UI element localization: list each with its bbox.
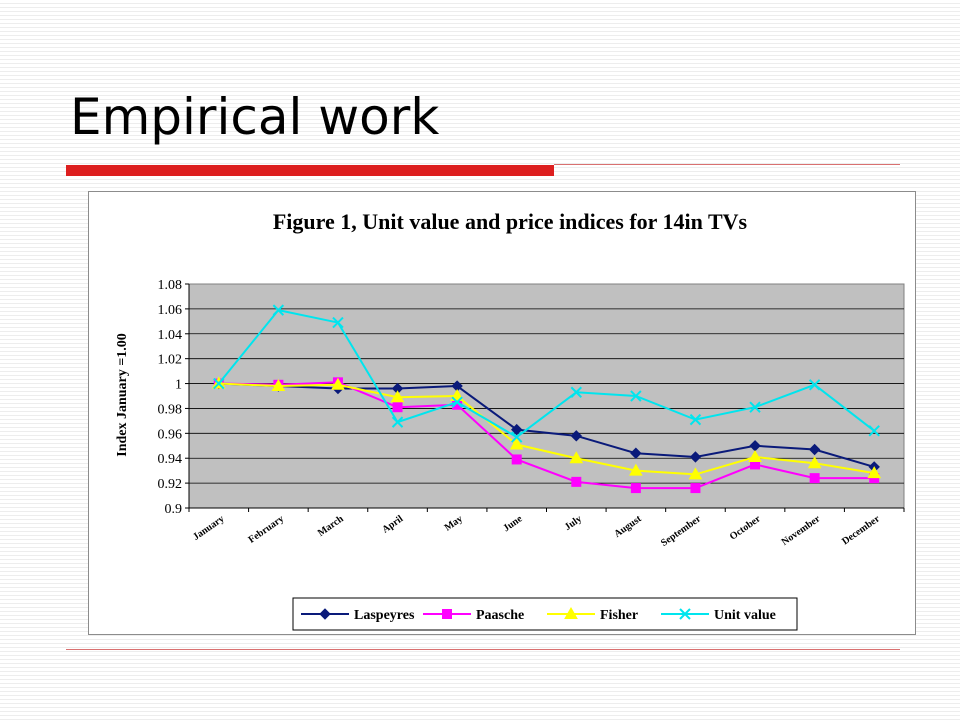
x-tick-label: July bbox=[563, 513, 584, 533]
data-point-unit-value-stroke bbox=[272, 304, 285, 316]
data-point-fisher bbox=[688, 467, 703, 480]
data-point-fisher bbox=[390, 390, 405, 403]
data-point-fisher bbox=[271, 379, 286, 392]
series-line-unit-value bbox=[218, 309, 875, 439]
data-point-unit-value-stroke bbox=[451, 396, 463, 408]
y-tick-label: 0.9 bbox=[165, 502, 183, 517]
y-tick-label: 0.96 bbox=[158, 427, 183, 442]
data-point-unit-value bbox=[451, 396, 463, 408]
data-point-fisher bbox=[509, 437, 524, 450]
x-tick-label: June bbox=[501, 513, 525, 534]
data-point-fisher bbox=[629, 463, 643, 476]
legend-box bbox=[292, 597, 798, 631]
data-point-fisher bbox=[331, 377, 345, 390]
legend-marker-unit-value-stroke bbox=[679, 608, 691, 620]
data-point-unit-value bbox=[391, 416, 404, 428]
y-axis-label: Index January =1.00 bbox=[115, 333, 130, 457]
data-point-unit-value-stroke bbox=[868, 425, 880, 437]
legend-marker-paasche bbox=[442, 609, 452, 619]
data-point-unit-value bbox=[213, 377, 225, 390]
data-point-laspeyres bbox=[630, 447, 642, 459]
y-tick-label: 1.02 bbox=[158, 353, 183, 368]
x-tick-label: April bbox=[380, 513, 405, 535]
data-point-unit-value bbox=[808, 379, 821, 391]
x-tick-label: May bbox=[443, 513, 465, 533]
data-point-unit-value-stroke bbox=[511, 431, 523, 443]
legend-label-unit-value: Unit value bbox=[714, 608, 776, 623]
x-tick-label: February bbox=[247, 513, 287, 545]
data-point-unit-value-stroke bbox=[213, 377, 225, 390]
data-point-laspeyres bbox=[511, 423, 523, 436]
data-point-fisher bbox=[748, 449, 762, 462]
title-divider-line bbox=[554, 164, 900, 165]
data-point-unit-value-stroke bbox=[570, 386, 582, 398]
data-point-unit-value bbox=[630, 390, 642, 402]
legend-label-laspeyres: Laspeyres bbox=[354, 608, 415, 623]
legend-label-paasche: Paasche bbox=[476, 608, 524, 623]
data-point-paasche bbox=[571, 476, 582, 487]
data-point-unit-value bbox=[689, 413, 702, 426]
data-point-unit-value-stroke bbox=[391, 416, 404, 428]
y-tick-label: 1.08 bbox=[158, 278, 183, 293]
legend-marker-unit-value bbox=[679, 608, 691, 620]
x-tick-label: August bbox=[612, 513, 644, 540]
data-point-unit-value bbox=[332, 316, 344, 329]
x-tick-label: October bbox=[728, 513, 763, 542]
data-point-fisher bbox=[807, 456, 822, 469]
data-point-unit-value-stroke bbox=[689, 413, 702, 426]
data-point-paasche bbox=[809, 473, 820, 484]
data-point-laspeyres bbox=[570, 430, 582, 442]
x-tick-label: January bbox=[191, 513, 226, 542]
data-point-paasche bbox=[392, 402, 403, 413]
y-tick-label: 0.94 bbox=[158, 452, 183, 467]
data-point-fisher bbox=[569, 451, 584, 464]
data-point-unit-value-stroke bbox=[630, 390, 642, 402]
series-line-fisher bbox=[218, 382, 875, 476]
title-accent-bar bbox=[66, 165, 554, 176]
data-point-paasche bbox=[630, 483, 641, 494]
data-point-unit-value bbox=[749, 401, 761, 413]
legend: Laspeyres Paasche Fisher Unit value bbox=[292, 597, 798, 631]
data-point-laspeyres bbox=[808, 443, 821, 456]
y-tick-label: 1.04 bbox=[158, 328, 183, 343]
x-tick-label: November bbox=[780, 513, 823, 548]
series-line-paasche bbox=[218, 381, 875, 490]
line-chart: Figure 1, Unit value and price indices f… bbox=[115, 209, 905, 631]
y-tick-label: 1.06 bbox=[158, 303, 183, 318]
data-point-unit-value-stroke bbox=[332, 316, 344, 329]
data-point-unit-value-stroke bbox=[749, 401, 761, 413]
data-point-fisher bbox=[867, 466, 882, 479]
series-line-laspeyres bbox=[218, 382, 875, 468]
y-tick-label: 1 bbox=[175, 378, 182, 393]
data-point-paasche bbox=[690, 483, 701, 494]
data-point-paasche bbox=[511, 454, 522, 465]
chart-frame: Figure 1, Unit value and price indices f… bbox=[88, 191, 916, 635]
legend-marker-fisher bbox=[564, 606, 578, 619]
y-tick-label: 0.92 bbox=[158, 477, 183, 492]
data-point-unit-value-stroke bbox=[808, 379, 821, 391]
slide-title: Empirical work bbox=[70, 88, 440, 146]
x-tick-label: March bbox=[316, 513, 346, 539]
data-point-unit-value bbox=[570, 386, 582, 398]
x-tick-label: September bbox=[659, 513, 704, 549]
footer-divider-line bbox=[66, 649, 900, 650]
legend-label-fisher: Fisher bbox=[600, 608, 638, 623]
legend-marker-laspeyres bbox=[319, 608, 331, 620]
data-point-unit-value bbox=[272, 304, 285, 316]
data-point-laspeyres bbox=[689, 451, 702, 463]
data-point-unit-value bbox=[511, 431, 523, 443]
plot-area-group: 0.9 0.92 0.94 0.96 0.98 1 1.02 1.04 1.06 1.08 Janu… bbox=[158, 278, 905, 549]
x-tick-label: December bbox=[840, 513, 882, 547]
data-point-unit-value bbox=[868, 425, 880, 437]
chart-title: Figure 1, Unit value and price indices f… bbox=[273, 209, 748, 234]
y-tick-label: 0.98 bbox=[158, 402, 183, 417]
